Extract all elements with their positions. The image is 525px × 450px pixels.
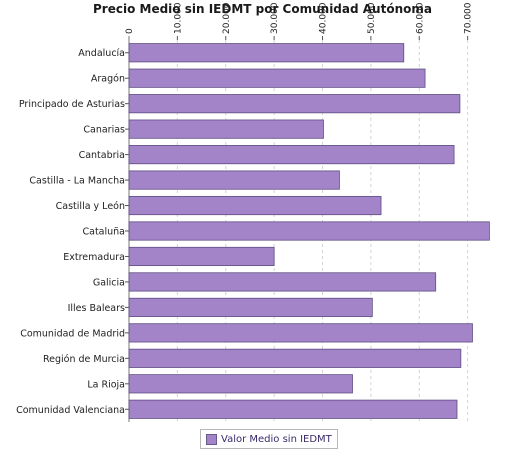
bar	[128, 221, 490, 241]
bar	[128, 272, 437, 292]
bar	[128, 68, 426, 88]
label-layer: Andalucía Aragón Principado de Asturias Can…	[16, 48, 125, 416]
chart-title: Precio Medio sin IEDMT por Comunidad Aut…	[93, 2, 432, 16]
category-label: Galicia	[93, 277, 125, 288]
category-label: Comunidad Valenciana	[16, 405, 125, 416]
x-tick-label: 60.000	[415, 2, 425, 34]
category-label: Extremadura	[63, 252, 125, 263]
category-label: Castilla - La Mancha	[29, 176, 125, 187]
x-tick-label: 10.000	[173, 2, 183, 34]
bar	[128, 170, 340, 190]
x-tick-label: 40.000	[319, 2, 329, 34]
category-label: Principado de Asturias	[19, 99, 125, 110]
x-tick-label: 70.000	[464, 2, 474, 34]
bar	[128, 119, 324, 139]
bar	[128, 94, 461, 114]
x-tick-label: 20.000	[222, 2, 232, 34]
legend: Valor Medio sin IEDMT	[200, 429, 338, 449]
category-label: Illes Balears	[68, 303, 125, 314]
bar	[128, 348, 462, 368]
x-tick-label: 50.000	[367, 2, 377, 34]
category-label: Comunidad de Madrid	[20, 328, 125, 339]
bar	[128, 246, 275, 267]
category-label: Aragón	[91, 74, 125, 85]
bar-layer	[128, 43, 490, 419]
bar	[128, 323, 473, 343]
bar	[128, 399, 458, 419]
x-tick-label: 30.000	[270, 2, 280, 34]
bar	[128, 297, 373, 317]
category-label: Andalucía	[78, 48, 125, 59]
bar	[128, 195, 382, 216]
bar	[128, 145, 455, 165]
category-label: Cantabria	[79, 150, 125, 161]
category-label: Castilla y León	[56, 201, 125, 212]
x-tick-label: 0	[125, 28, 135, 34]
legend-swatch	[206, 433, 217, 445]
bar	[128, 374, 353, 394]
category-label: La Rioja	[87, 379, 125, 390]
category-label: Región de Murcia	[43, 354, 125, 365]
category-label: Canarias	[83, 125, 125, 136]
bar	[128, 43, 405, 63]
category-label: Cataluña	[82, 227, 125, 238]
legend-label: Valor Medio sin IEDMT	[221, 433, 332, 445]
